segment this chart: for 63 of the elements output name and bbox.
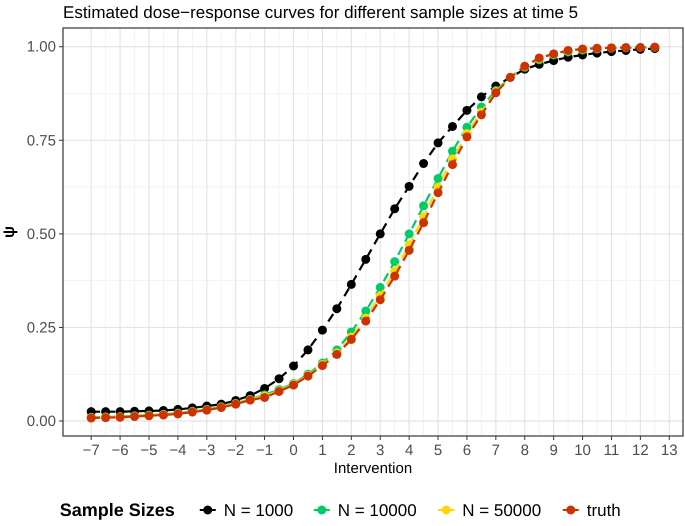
legend-label: N = 1000 xyxy=(224,501,294,520)
x-axis-title: Intervention xyxy=(334,460,412,477)
point xyxy=(274,374,284,384)
point xyxy=(346,280,356,289)
point xyxy=(419,159,428,168)
point xyxy=(332,304,342,314)
x-tick-label: 1 xyxy=(318,442,327,459)
x-tick-label: 4 xyxy=(404,442,414,459)
point xyxy=(303,345,312,354)
point xyxy=(434,174,443,183)
point xyxy=(434,188,443,198)
point xyxy=(376,229,385,238)
x-tick-label: 7 xyxy=(492,442,500,459)
x-tick-label: 6 xyxy=(462,442,472,459)
y-tick-label: 1.00 xyxy=(26,38,56,56)
point xyxy=(390,257,400,266)
point xyxy=(434,138,443,148)
point xyxy=(390,272,400,281)
x-tick-label: 12 xyxy=(632,442,649,459)
x-tick-label: 9 xyxy=(549,442,558,459)
y-tick-label: 0.50 xyxy=(26,226,56,243)
point xyxy=(476,92,486,102)
legend-title: Sample Sizes xyxy=(60,500,175,520)
point xyxy=(376,282,385,292)
x-tick-label: 0 xyxy=(289,442,298,459)
x-tick-label: 3 xyxy=(376,442,384,459)
legend-label: N = 10000 xyxy=(338,501,417,520)
point xyxy=(448,122,457,131)
x-tick-label: −1 xyxy=(256,442,274,459)
x-tick-label: −3 xyxy=(198,442,216,459)
x-tick-label: −2 xyxy=(227,442,244,459)
point xyxy=(419,201,428,210)
legend-label: N = 50000 xyxy=(462,501,542,520)
x-tick-label: −5 xyxy=(140,442,158,459)
point xyxy=(289,362,298,371)
y-tick-label: 0.75 xyxy=(26,132,56,150)
point xyxy=(376,295,385,304)
y-axis-title: ψ xyxy=(1,226,18,238)
x-tick-label: 11 xyxy=(604,442,620,459)
x-tick-label: 10 xyxy=(574,442,591,459)
point xyxy=(361,254,370,264)
point xyxy=(476,110,486,120)
point xyxy=(361,316,370,326)
point xyxy=(318,326,327,335)
point xyxy=(390,204,400,214)
point xyxy=(462,106,472,115)
x-tick-label: −7 xyxy=(82,442,100,459)
y-tick-label: 0.25 xyxy=(26,319,56,336)
point xyxy=(404,229,414,238)
point xyxy=(404,246,414,255)
legend-label: truth xyxy=(586,501,621,520)
x-tick-label: 5 xyxy=(434,442,442,459)
point xyxy=(462,132,472,142)
chart-title: Estimated dose−response curves for different sample sizes at time 5 xyxy=(63,3,578,22)
y-tick-label: 0.00 xyxy=(26,413,56,430)
x-tick-label: 2 xyxy=(347,442,356,459)
x-tick-label: −4 xyxy=(169,442,186,459)
point xyxy=(404,182,414,191)
x-tick-label: 13 xyxy=(660,442,678,459)
x-tick-label: −6 xyxy=(112,442,129,459)
point xyxy=(419,218,428,228)
point xyxy=(448,160,457,170)
x-tick-label: 8 xyxy=(520,442,529,459)
